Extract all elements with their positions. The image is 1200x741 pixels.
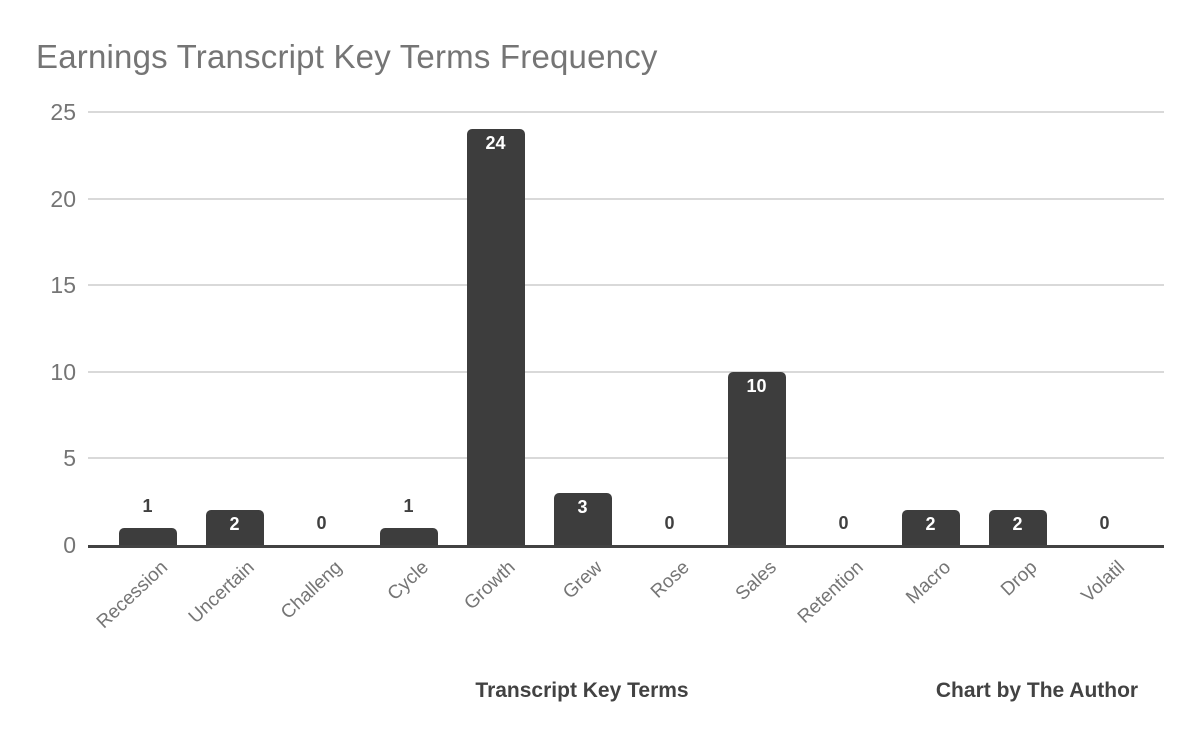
attribution-label: Chart by The Author <box>935 679 1139 702</box>
bar-value-label: 0 <box>838 513 849 533</box>
bar-value-label: 3 <box>577 497 588 518</box>
bar-recession[interactable] <box>118 527 177 545</box>
gridline <box>88 284 1164 287</box>
bar-value-label: 0 <box>664 513 675 533</box>
bar-value-label: 2 <box>1012 514 1023 535</box>
x-axis-category-label: Challeng <box>276 557 346 624</box>
x-axis-category-label: Uncertain <box>185 557 259 628</box>
y-axis-tick-label: 25 <box>50 99 76 125</box>
bar-value-label: 2 <box>229 514 240 535</box>
x-axis-category-label: Grew <box>559 557 607 604</box>
bar-value-label: 0 <box>1099 513 1110 533</box>
y-axis-tick-label: 0 <box>63 532 76 558</box>
bar-uncertain[interactable] <box>205 510 264 545</box>
y-axis-tick-label: 5 <box>63 445 76 472</box>
bar-value-label: 10 <box>746 375 767 396</box>
bar-macro[interactable] <box>901 510 960 545</box>
x-axis-title: Transcript Key Terms <box>475 679 689 702</box>
bar-value-label: 1 <box>403 495 414 516</box>
x-axis-category-label: Volatil <box>1077 557 1129 607</box>
x-axis-category-label: Macro <box>901 557 955 609</box>
bar-value-label: 2 <box>925 514 936 535</box>
x-axis-category-label: Recession <box>92 557 172 633</box>
x-axis-category-label: Rose <box>647 557 694 603</box>
x-axis-category-label: Sales <box>731 557 781 605</box>
gridline <box>88 457 1164 460</box>
bar-drop[interactable] <box>988 510 1047 545</box>
x-axis-category-label: Drop <box>997 557 1042 601</box>
x-axis-category-label: Retention <box>794 557 868 628</box>
bar-value-label: 0 <box>316 513 327 533</box>
x-axis-category-label: Cycle <box>383 557 433 605</box>
y-axis-tick-label: 15 <box>50 272 76 299</box>
bar-grew[interactable] <box>553 493 612 545</box>
y-axis-tick-label: 10 <box>50 358 76 385</box>
bar-growth[interactable] <box>466 129 525 545</box>
bar-sales[interactable] <box>727 371 786 545</box>
y-axis-tick-label: 20 <box>50 185 76 212</box>
gridline <box>88 197 1164 200</box>
chart-title: Earnings Transcript Key Terms Frequency <box>36 38 658 75</box>
x-axis-category-label: Growth <box>460 557 520 615</box>
bar-value-label: 24 <box>485 133 506 154</box>
bar-cycle[interactable] <box>379 527 438 545</box>
bar-value-label: 1 <box>142 495 153 516</box>
gridline <box>88 370 1164 373</box>
x-axis-baseline <box>88 545 1164 548</box>
gridline <box>88 111 1164 113</box>
